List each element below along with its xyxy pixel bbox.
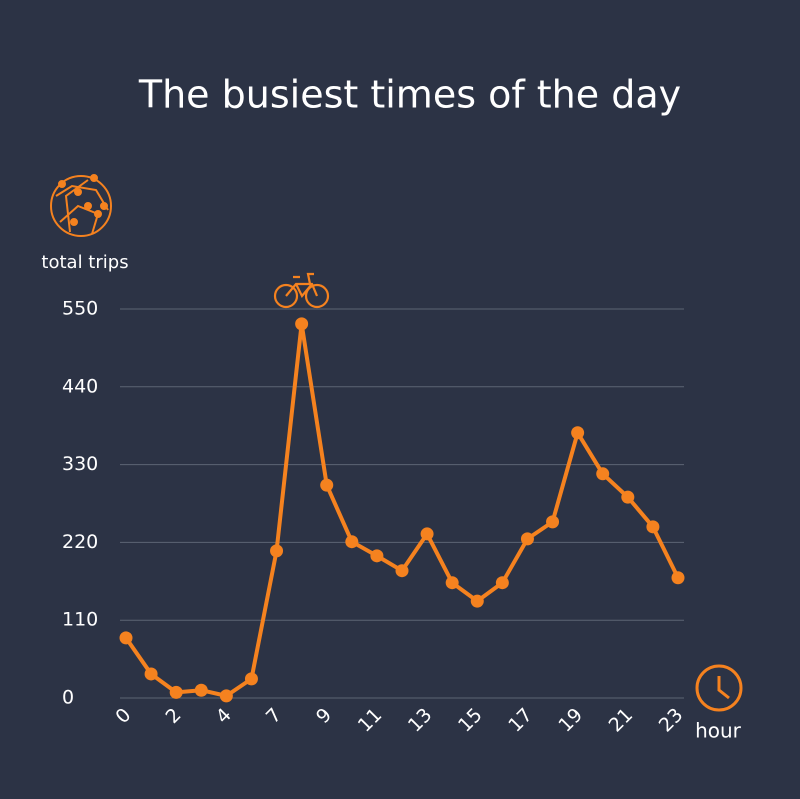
data-point (119, 631, 133, 645)
y-tick-label: 110 (62, 609, 98, 631)
data-point (495, 576, 509, 590)
x-tick-label: 23 (655, 704, 688, 737)
x-tick-label: 17 (504, 704, 537, 737)
y-axis-label: total trips (41, 252, 128, 273)
x-tick-label: 19 (554, 704, 587, 737)
data-point (194, 683, 208, 697)
data-point (144, 667, 158, 681)
data-point (295, 317, 309, 331)
data-point (345, 535, 359, 549)
data-point (445, 576, 459, 590)
data-point (470, 594, 484, 608)
x-tick-label: 13 (404, 704, 437, 737)
data-line (124, 321, 680, 698)
data-point (320, 478, 334, 492)
x-tick-label: 7 (262, 704, 286, 728)
data-point (671, 571, 685, 585)
data-point (571, 426, 585, 440)
y-tick-label: 220 (62, 531, 98, 553)
y-tick-label: 0 (62, 687, 74, 709)
chart-title: The busiest times of the day (138, 73, 681, 117)
clock-icon (695, 664, 743, 712)
data-point (546, 515, 560, 529)
data-point (520, 532, 534, 546)
x-axis-label: hour (695, 719, 742, 743)
x-tick-label: 0 (111, 704, 135, 728)
data-point (395, 564, 409, 578)
x-tick-label: 15 (454, 704, 487, 737)
x-tick-label: 21 (605, 704, 638, 737)
data-point (621, 490, 635, 504)
x-tick-label: 9 (312, 704, 336, 728)
trips-icon (50, 174, 112, 237)
data-point (370, 549, 384, 563)
data-point (244, 672, 258, 686)
data-point (219, 689, 233, 703)
data-point (169, 685, 183, 699)
data-point (596, 467, 610, 481)
data-point (646, 520, 660, 534)
y-tick-label: 550 (62, 298, 98, 320)
x-tick-label: 11 (354, 704, 387, 737)
y-tick-label: 440 (62, 375, 98, 397)
x-tick-label: 4 (212, 704, 236, 728)
data-point (420, 527, 434, 541)
x-tick-label: 2 (161, 704, 185, 728)
bike-icon (273, 272, 330, 309)
data-point (270, 544, 284, 558)
y-tick-label: 330 (62, 453, 98, 475)
